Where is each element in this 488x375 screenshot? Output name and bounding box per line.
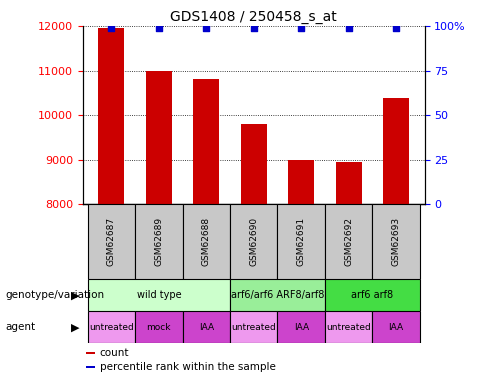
Bar [278, 311, 325, 343]
Bar [325, 204, 372, 279]
Text: genotype/variation: genotype/variation [5, 290, 104, 300]
Bar [325, 311, 372, 343]
Bar [88, 204, 135, 279]
Text: wild type: wild type [137, 290, 181, 300]
Text: mock: mock [146, 322, 171, 332]
Point [345, 25, 352, 31]
Point [250, 25, 258, 31]
Bar [183, 204, 230, 279]
Bar [135, 204, 183, 279]
Bar [325, 279, 420, 311]
Text: ▶: ▶ [71, 290, 80, 300]
Text: arf6 arf8: arf6 arf8 [351, 290, 393, 300]
Point [155, 25, 163, 31]
Text: untreated: untreated [231, 322, 276, 332]
Text: GSM62693: GSM62693 [391, 217, 401, 266]
Bar [88, 311, 135, 343]
Text: arf6/arf6 ARF8/arf8: arf6/arf6 ARF8/arf8 [231, 290, 324, 300]
Bar [183, 311, 230, 343]
Text: count: count [100, 348, 129, 358]
Text: percentile rank within the sample: percentile rank within the sample [100, 362, 276, 372]
Bar [193, 79, 220, 204]
Bar [86, 366, 95, 368]
Bar [86, 352, 95, 354]
Text: untreated: untreated [89, 322, 134, 332]
Text: GSM62687: GSM62687 [107, 217, 116, 266]
Bar [230, 204, 278, 279]
Text: GSM62690: GSM62690 [249, 217, 258, 266]
Text: IAA: IAA [199, 322, 214, 332]
Text: GSM62692: GSM62692 [344, 217, 353, 266]
Point [392, 25, 400, 31]
Bar [372, 311, 420, 343]
Point [107, 25, 115, 31]
Title: GDS1408 / 250458_s_at: GDS1408 / 250458_s_at [170, 10, 337, 24]
Bar [241, 124, 267, 204]
Bar [146, 71, 172, 204]
Bar [288, 160, 314, 204]
Text: ▶: ▶ [71, 322, 80, 332]
Bar [336, 162, 362, 204]
Text: agent: agent [5, 322, 35, 332]
Bar [230, 311, 278, 343]
Point [203, 25, 210, 31]
Text: GSM62688: GSM62688 [202, 217, 211, 266]
Bar [99, 28, 124, 204]
Text: IAA: IAA [294, 322, 309, 332]
Bar [230, 279, 325, 311]
Bar [383, 98, 409, 204]
Bar [278, 204, 325, 279]
Point [297, 25, 305, 31]
Text: IAA: IAA [388, 322, 404, 332]
Text: GSM62689: GSM62689 [154, 217, 163, 266]
Bar [135, 311, 183, 343]
Text: GSM62691: GSM62691 [297, 217, 305, 266]
Bar [88, 279, 230, 311]
Text: untreated: untreated [326, 322, 371, 332]
Bar [372, 204, 420, 279]
